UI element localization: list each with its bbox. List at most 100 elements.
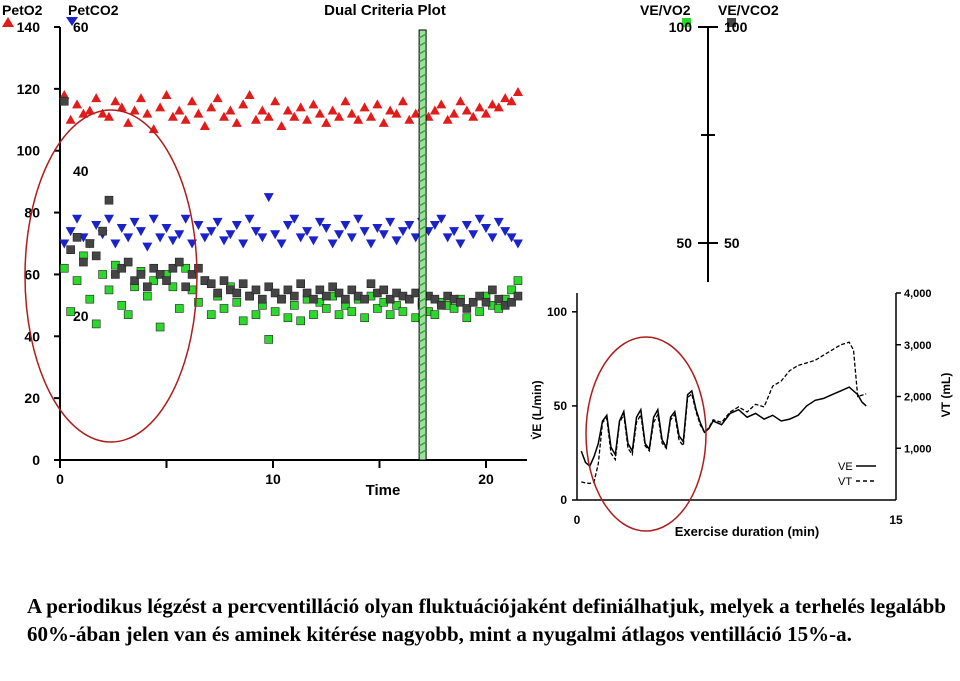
point-peto2	[474, 102, 485, 112]
point-ve-vco2	[232, 288, 242, 298]
point-ve-vco2	[162, 276, 171, 285]
vertical-marker-stripe	[418, 273, 427, 279]
point-ve-vco2	[456, 297, 465, 307]
point-ve-vco2	[289, 291, 299, 301]
x-axis-label-exercise-duration: Exercise duration (min)	[675, 524, 819, 539]
point-peto2	[365, 111, 376, 121]
y-tick-label-peto2: 40	[24, 328, 40, 344]
y-tick-label-petco2: 40	[73, 163, 89, 179]
y-axis-label-ve: V̇E (L/min)	[529, 380, 544, 439]
ve-vco2-tick-label: 100	[724, 19, 748, 35]
point-petco2	[129, 217, 140, 227]
vertical-marker-bar-body	[418, 29, 427, 461]
ve-vco2-tick-label: 50	[724, 235, 740, 251]
point-peto2	[385, 105, 396, 115]
point-peto2	[500, 93, 511, 103]
point-petco2	[276, 239, 287, 249]
vertical-marker-stripe	[418, 321, 427, 327]
point-petco2	[142, 242, 153, 252]
vertical-marker-stripe	[418, 337, 427, 343]
point-petco2	[289, 214, 300, 224]
point-ve-vco2	[328, 282, 337, 292]
point-peto2	[340, 96, 351, 106]
point-peto2	[334, 111, 345, 121]
point-petco2	[474, 214, 485, 224]
point-ve-vo2	[347, 307, 357, 316]
vertical-marker-stripe	[418, 113, 427, 119]
point-petco2	[353, 214, 364, 224]
point-ve-vco2	[302, 288, 312, 298]
point-ve-vco2	[341, 294, 350, 304]
vertical-marker-stripe	[418, 353, 427, 359]
vertical-marker-stripe	[418, 417, 427, 423]
vertical-marker-stripe	[418, 249, 427, 255]
point-petco2	[110, 239, 121, 249]
point-ve-vco2	[245, 291, 254, 301]
vertical-marker-stripe	[418, 313, 427, 319]
point-petco2	[314, 217, 325, 227]
point-peto2	[276, 120, 287, 130]
point-petco2	[116, 224, 127, 234]
ve-vo2-tick-label: 100	[669, 19, 693, 35]
point-petco2	[65, 227, 76, 237]
point-ve-vco2	[315, 285, 325, 295]
vertical-marker-stripe	[418, 201, 427, 207]
point-peto2	[84, 105, 95, 115]
right-axes: 0 50 100 1,000 2,000 3,000 4,000 0 15	[547, 288, 932, 527]
point-ve-vco2	[143, 282, 152, 292]
point-petco2	[365, 239, 376, 249]
point-petco2	[359, 227, 370, 237]
vertical-marker-stripe	[418, 369, 427, 375]
y-tick-label-peto2: 80	[24, 205, 40, 221]
right-plot-x-tick-label: 15	[889, 513, 903, 527]
point-peto2	[493, 102, 504, 112]
point-ve-vco2	[194, 263, 203, 273]
vertical-marker-stripe	[418, 33, 427, 39]
point-ve-vco2	[283, 285, 293, 295]
point-peto2	[72, 99, 83, 109]
point-petco2	[506, 233, 517, 243]
point-petco2	[442, 233, 453, 243]
legend-label-ve: VE	[838, 461, 853, 473]
point-petco2	[391, 236, 402, 246]
point-peto2	[512, 86, 523, 96]
y-tick-label-petco2: 60	[73, 19, 89, 35]
vertical-marker-stripe	[418, 361, 427, 367]
ve-vo2-tick-label: 50	[676, 235, 692, 251]
point-peto2	[206, 102, 217, 112]
point-ve-vo2	[219, 304, 229, 313]
point-ve-vco2	[181, 282, 190, 292]
point-petco2	[135, 227, 146, 237]
left-axes: 0 20 40 60 80 100 120 140 20 40 60 0 10 20	[17, 19, 527, 487]
y-tick-label-peto2: 100	[17, 143, 41, 159]
point-ve-vco2	[296, 279, 305, 289]
point-ve-vo2	[283, 313, 293, 323]
point-ve-vco2	[206, 279, 216, 289]
point-peto2	[231, 117, 242, 127]
point-peto2	[257, 105, 268, 115]
point-ve-vco2	[379, 285, 389, 295]
legend: VE VT	[838, 461, 876, 488]
right-plot-x-tick-label: 0	[574, 513, 581, 527]
point-ve-vco2	[111, 270, 120, 279]
point-peto2	[65, 114, 76, 124]
right-plot-y-tick-label-right: 4,000	[904, 288, 932, 300]
point-peto2	[353, 114, 364, 124]
point-peto2	[506, 96, 517, 106]
vertical-marker-stripe	[418, 97, 427, 103]
point-ve-vco2	[264, 282, 274, 292]
point-peto2	[282, 105, 293, 115]
vertical-marker-stripe	[418, 441, 427, 447]
point-peto2	[225, 105, 236, 115]
caption-text: A periodikus légzést a percventilláció o…	[27, 594, 946, 646]
point-ve-vo2	[143, 291, 152, 301]
right-plot-y-tick-label-right: 3,000	[904, 340, 932, 352]
point-peto2	[302, 114, 313, 124]
point-ve-vco2	[187, 270, 197, 279]
vertical-marker-stripe	[418, 345, 427, 351]
point-petco2	[250, 227, 261, 237]
series-line-vt	[581, 341, 867, 485]
point-ve-vo2	[360, 313, 369, 323]
point-ve-vco2	[123, 257, 133, 267]
